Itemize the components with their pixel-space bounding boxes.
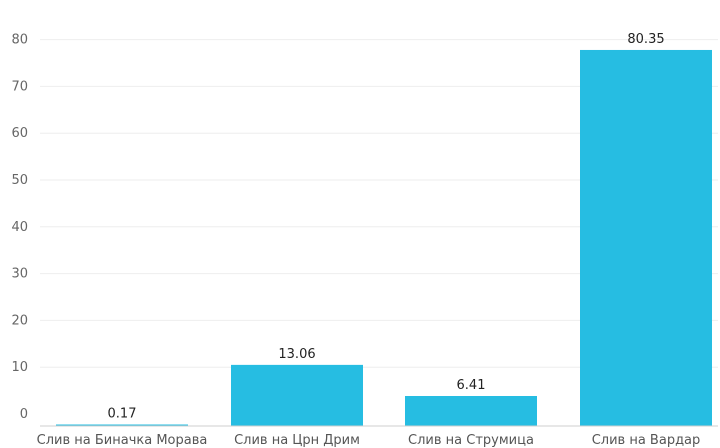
bar — [231, 364, 363, 426]
value-labels: 0.17 13.06 6.41 80.35 — [108, 32, 665, 422]
x-category-label: Слив на Црн Дрим — [234, 433, 360, 448]
y-tick-label: 0 — [20, 407, 28, 422]
y-tick-label: 80 — [11, 33, 28, 48]
bar-value-label: 6.41 — [457, 378, 486, 393]
y-tick-label: 70 — [11, 79, 28, 94]
y-tick-label: 10 — [11, 360, 28, 375]
x-category-label: Слив на Бинaчка Морава — [37, 433, 208, 448]
bar — [405, 396, 537, 426]
x-axis-labels: Слив на Бинaчка Морава Слив на Црн Дрим Сл… — [37, 433, 701, 448]
bar — [580, 49, 712, 426]
y-tick-label: 60 — [11, 126, 28, 141]
x-category-label: Слив на Вардар — [592, 433, 701, 448]
y-tick-label: 40 — [11, 220, 28, 235]
y-tick-label: 50 — [11, 173, 28, 188]
bars — [56, 49, 712, 426]
y-tick-label: 20 — [11, 313, 28, 328]
bar-value-label: 13.06 — [278, 347, 315, 362]
y-axis-ticks: 0 10 20 30 40 50 60 70 80 — [11, 33, 28, 422]
bar-value-label: 0.17 — [108, 407, 137, 422]
gridlines — [40, 39, 718, 368]
bar-value-label: 80.35 — [627, 32, 664, 47]
bar — [56, 424, 188, 426]
x-category-label: Слив на Струмица — [408, 433, 534, 448]
y-tick-label: 30 — [11, 267, 28, 282]
